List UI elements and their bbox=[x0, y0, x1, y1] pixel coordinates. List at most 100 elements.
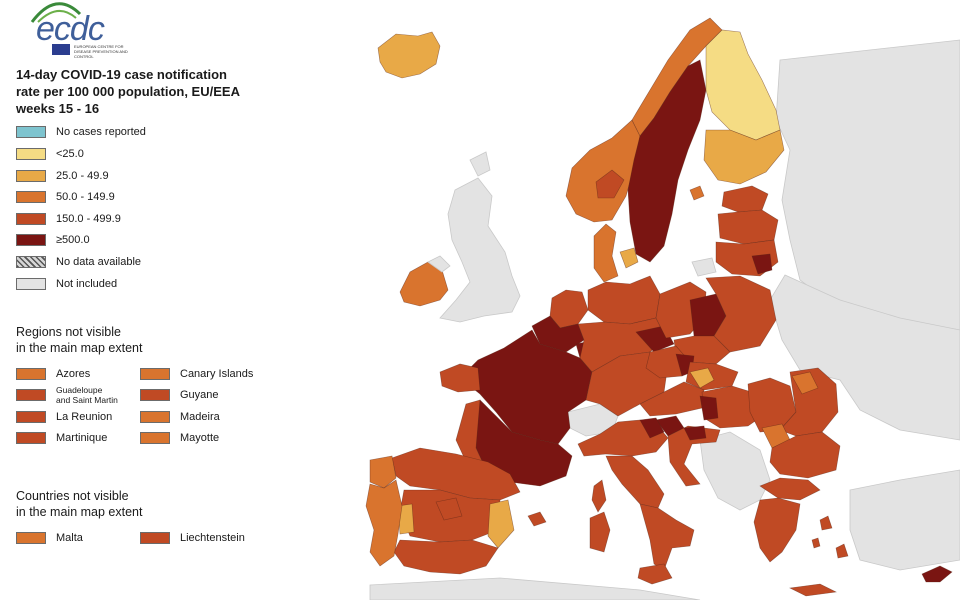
region-swatch bbox=[16, 389, 46, 401]
legend-item: 25.0 - 49.9 bbox=[16, 168, 109, 184]
country-item: Liechtenstein bbox=[140, 530, 245, 546]
uk-not-included bbox=[439, 177, 521, 323]
region-swatch bbox=[16, 368, 46, 380]
legend-label: ≥500.0 bbox=[56, 234, 90, 246]
legend-label: Not included bbox=[56, 278, 118, 290]
region-item: Martinique bbox=[16, 430, 107, 446]
region-label: Guadeloupe and Saint Martin bbox=[56, 385, 118, 405]
regions-title: Regions not visible in the main map exte… bbox=[16, 325, 143, 355]
region-swatch bbox=[16, 411, 46, 423]
balearic bbox=[527, 511, 547, 527]
ireland bbox=[399, 261, 449, 307]
aegean-islands bbox=[811, 515, 849, 559]
legend-swatch bbox=[16, 191, 46, 203]
portugal bbox=[365, 479, 403, 567]
bulgaria bbox=[769, 431, 841, 479]
region-swatch bbox=[140, 432, 170, 444]
north-africa-not-included bbox=[369, 577, 701, 600]
aland bbox=[689, 185, 705, 201]
region-item: Madeira bbox=[140, 409, 220, 425]
country-item: Malta bbox=[16, 530, 83, 546]
spain-south bbox=[393, 539, 499, 575]
latvia bbox=[717, 209, 779, 245]
legend-label: <25.0 bbox=[56, 148, 84, 160]
spain-madrid bbox=[435, 497, 463, 521]
sicily bbox=[637, 563, 673, 585]
logo-subtitle: EUROPEAN CENTRE FOR DISEASE PREVENTION A… bbox=[74, 44, 128, 59]
italy-northeast bbox=[639, 417, 665, 439]
region-label: Madeira bbox=[180, 411, 220, 423]
romania-ne bbox=[791, 371, 819, 395]
legend-swatch bbox=[16, 126, 46, 138]
region-label: Canary Islands bbox=[180, 368, 254, 380]
croatia-north bbox=[683, 425, 707, 441]
france-north bbox=[459, 329, 593, 445]
legend-item: ≥500.0 bbox=[16, 232, 90, 248]
region-swatch bbox=[140, 411, 170, 423]
france-brittany bbox=[439, 363, 481, 393]
legend-item: <25.0 bbox=[16, 146, 84, 162]
region-label: Guyane bbox=[180, 389, 219, 401]
legend-label: 150.0 - 499.9 bbox=[56, 213, 121, 225]
denmark bbox=[593, 223, 619, 283]
russia-east-not-included bbox=[775, 39, 960, 331]
spain-galicia bbox=[369, 455, 397, 489]
legend-item: 150.0 - 499.9 bbox=[16, 211, 121, 227]
legend-swatch bbox=[16, 278, 46, 290]
region-item: Azores bbox=[16, 366, 90, 382]
country-label: Malta bbox=[56, 532, 83, 544]
country-swatch bbox=[16, 532, 46, 544]
region-item: Guadeloupe and Saint Martin bbox=[16, 385, 118, 405]
country-label: Liechtenstein bbox=[180, 532, 245, 544]
legend-swatch bbox=[16, 170, 46, 182]
region-label: Mayotte bbox=[180, 432, 220, 444]
spain-north bbox=[391, 447, 521, 501]
austria-east bbox=[689, 367, 715, 389]
greece-mainland bbox=[753, 497, 801, 563]
legend-swatch bbox=[16, 256, 46, 268]
region-label: La Reunion bbox=[56, 411, 113, 423]
country-swatch bbox=[140, 532, 170, 544]
map-title: 14-day COVID-19 case notification rate p… bbox=[16, 67, 240, 116]
legend-label: No cases reported bbox=[56, 126, 146, 138]
turkey-not-included bbox=[849, 469, 960, 571]
cyprus bbox=[921, 565, 953, 583]
legend-item: No data available bbox=[16, 254, 141, 270]
legend-label: 25.0 - 49.9 bbox=[56, 170, 109, 182]
legend-swatch bbox=[16, 148, 46, 160]
logo-wordmark: ecdc bbox=[36, 10, 105, 48]
region-swatch bbox=[140, 368, 170, 380]
region-item: La Reunion bbox=[16, 409, 112, 425]
globe-arc-icon bbox=[30, 2, 82, 23]
corsica bbox=[591, 479, 607, 513]
legend-item: Not included bbox=[16, 276, 117, 292]
legend-item: 50.0 - 149.9 bbox=[16, 189, 115, 205]
kaliningrad-not-included bbox=[691, 257, 717, 277]
spain-valencia bbox=[487, 499, 515, 549]
region-swatch bbox=[140, 389, 170, 401]
crete bbox=[788, 583, 838, 597]
italy-south bbox=[639, 503, 695, 571]
belarus-ukraine-not-included bbox=[769, 274, 960, 441]
sardinia bbox=[589, 511, 611, 553]
ecdc-logo: ecdc EUROPEAN CENTRE FOR DISEASE PREVENT… bbox=[14, 0, 128, 59]
hungary-west bbox=[699, 395, 719, 421]
region-item: Canary Islands bbox=[140, 366, 253, 382]
eu-flag-icon bbox=[52, 44, 70, 55]
finland-north bbox=[705, 29, 781, 141]
region-swatch bbox=[16, 432, 46, 444]
finland-south bbox=[703, 129, 785, 185]
scotland-isles-not-included bbox=[469, 151, 491, 177]
legend-item: No cases reported bbox=[16, 124, 146, 140]
legend-label: No data available bbox=[56, 256, 142, 268]
legend-swatch bbox=[16, 213, 46, 225]
region-label: Azores bbox=[56, 368, 91, 380]
region-label: Martinique bbox=[56, 432, 108, 444]
poland-east bbox=[705, 275, 777, 353]
countries-title: Countries not visible in the main map ex… bbox=[16, 489, 143, 519]
sweden bbox=[627, 59, 707, 263]
legend-label: 50.0 - 149.9 bbox=[56, 191, 115, 203]
lithuania-south bbox=[751, 253, 773, 275]
region-item: Guyane bbox=[140, 387, 219, 403]
